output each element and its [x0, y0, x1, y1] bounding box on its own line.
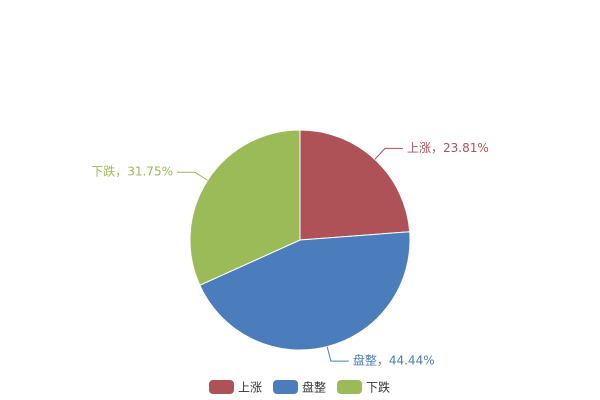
pie-slice: [299, 129, 411, 241]
leader-line: [374, 147, 404, 160]
legend-swatch: [337, 380, 363, 394]
leader-line: [176, 171, 208, 181]
legend-label: 上涨: [238, 380, 262, 395]
data-label: 下跌，31.75%: [91, 164, 173, 179]
pie-slice: [189, 129, 301, 286]
legend-label: 下跌: [366, 380, 390, 395]
legend-swatch: [273, 380, 299, 394]
data-label: 盘整，44.44%: [353, 353, 435, 368]
legend-label: 盘整: [302, 380, 326, 395]
legend-swatch: [209, 380, 234, 394]
leader-line: [326, 346, 349, 362]
data-label: 上涨，23.81%: [407, 140, 489, 155]
